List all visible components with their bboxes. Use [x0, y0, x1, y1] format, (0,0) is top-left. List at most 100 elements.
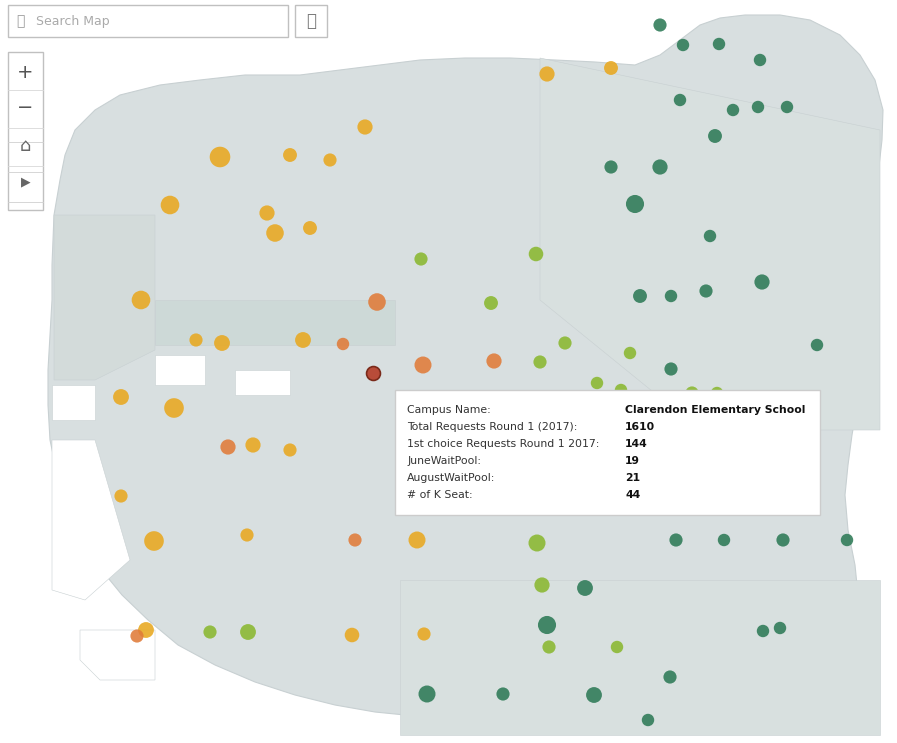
- Text: +: +: [17, 62, 34, 82]
- Point: [623, 347, 637, 359]
- Text: ⌂: ⌂: [20, 137, 31, 155]
- Point: [590, 377, 605, 389]
- Text: Campus Name:: Campus Name:: [407, 406, 491, 415]
- Point: [558, 337, 572, 349]
- FancyBboxPatch shape: [8, 52, 43, 210]
- Text: 19: 19: [625, 456, 640, 466]
- Point: [323, 154, 337, 166]
- Point: [535, 579, 549, 591]
- Point: [753, 54, 767, 66]
- Point: [773, 622, 788, 634]
- Point: [712, 38, 727, 50]
- Point: [134, 294, 148, 306]
- Point: [776, 534, 790, 546]
- Polygon shape: [155, 300, 395, 345]
- Point: [213, 151, 227, 163]
- Point: [703, 230, 718, 242]
- Point: [699, 285, 713, 297]
- Point: [673, 94, 687, 106]
- Polygon shape: [540, 58, 880, 430]
- Point: [483, 297, 498, 309]
- Text: ⌕: ⌕: [16, 14, 24, 28]
- Point: [669, 534, 684, 546]
- Point: [533, 434, 547, 446]
- Text: Search Map: Search Map: [36, 15, 109, 27]
- Point: [604, 62, 618, 74]
- Point: [684, 387, 699, 399]
- Point: [578, 582, 592, 594]
- Polygon shape: [52, 440, 130, 600]
- Point: [610, 641, 624, 653]
- Point: [628, 198, 642, 210]
- Point: [756, 625, 771, 637]
- Point: [496, 688, 510, 700]
- Point: [653, 19, 667, 31]
- Point: [260, 207, 274, 219]
- Point: [533, 356, 547, 368]
- Point: [632, 290, 647, 302]
- Point: [246, 439, 260, 451]
- Text: 21: 21: [625, 473, 640, 483]
- Point: [410, 534, 424, 546]
- Point: [542, 641, 556, 653]
- Point: [414, 253, 428, 265]
- Polygon shape: [48, 15, 883, 732]
- Point: [604, 161, 618, 173]
- Text: # of K Seat:: # of K Seat:: [407, 490, 473, 499]
- Text: ▶: ▶: [21, 175, 30, 189]
- Point: [167, 402, 181, 414]
- Point: [754, 276, 769, 288]
- Point: [114, 391, 128, 403]
- Point: [664, 290, 678, 302]
- Point: [840, 534, 854, 546]
- Polygon shape: [235, 370, 290, 395]
- Text: Total Requests Round 1 (2017):: Total Requests Round 1 (2017):: [407, 422, 578, 432]
- Point: [726, 104, 740, 116]
- Polygon shape: [54, 215, 155, 380]
- Point: [303, 222, 318, 234]
- Point: [779, 101, 794, 113]
- Point: [708, 130, 722, 142]
- Point: [420, 688, 434, 700]
- Point: [710, 387, 724, 399]
- Text: Clarendon Elementary School: Clarendon Elementary School: [625, 406, 806, 415]
- Point: [416, 359, 431, 371]
- Text: 144: 144: [625, 439, 648, 449]
- Point: [283, 444, 297, 456]
- FancyBboxPatch shape: [395, 390, 820, 515]
- Point: [675, 39, 690, 51]
- Point: [114, 490, 128, 502]
- Point: [587, 689, 601, 701]
- Point: [366, 367, 380, 379]
- Point: [687, 415, 701, 427]
- Point: [240, 626, 255, 638]
- Point: [529, 248, 544, 260]
- Point: [540, 619, 554, 631]
- Point: [358, 121, 372, 133]
- FancyBboxPatch shape: [295, 5, 327, 37]
- Point: [163, 199, 178, 211]
- Text: ⦿: ⦿: [306, 12, 316, 30]
- Point: [653, 161, 667, 173]
- Point: [283, 149, 297, 161]
- Text: 44: 44: [625, 490, 640, 499]
- Point: [417, 628, 431, 640]
- Point: [663, 671, 677, 683]
- Point: [370, 296, 384, 308]
- Text: JuneWaitPool:: JuneWaitPool:: [407, 456, 481, 466]
- Point: [268, 227, 283, 239]
- Polygon shape: [80, 630, 155, 680]
- Point: [640, 714, 655, 726]
- Point: [221, 441, 235, 453]
- Point: [239, 529, 254, 541]
- Point: [810, 339, 824, 351]
- Text: AugustWaitPool:: AugustWaitPool:: [407, 473, 495, 483]
- Text: 1st choice Requests Round 1 2017:: 1st choice Requests Round 1 2017:: [407, 439, 599, 449]
- Point: [189, 334, 204, 346]
- Point: [335, 338, 350, 350]
- Text: −: −: [17, 99, 34, 117]
- Point: [214, 337, 229, 349]
- Point: [751, 101, 765, 113]
- Point: [344, 629, 359, 641]
- Point: [348, 534, 362, 546]
